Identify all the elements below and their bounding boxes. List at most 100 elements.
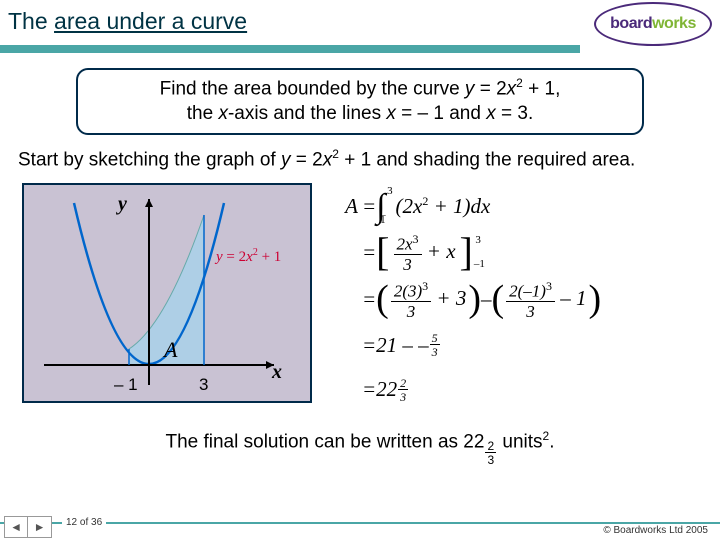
title-underlined: area under a curve: [54, 8, 247, 34]
tick-left: – 1: [114, 375, 138, 395]
eq4-sfn: 5: [430, 332, 440, 345]
equations: A = ∫3–1 (2x2 + 1)dx = 2x33 + x 3 –1 = 2…: [330, 183, 601, 416]
graph: y x y = 2x2 + 1 A – 1 3: [22, 183, 312, 403]
cl-y: y: [216, 249, 226, 265]
eq2-bracket: 2x33 + x 3 –1: [376, 232, 473, 273]
instr-sq: 2: [332, 147, 339, 161]
eq2-nsup: 3: [413, 232, 419, 246]
eq4-r1: 21 – –: [376, 326, 429, 365]
prompt-x2: x: [486, 103, 496, 124]
eq3-mnsup: 3: [546, 279, 552, 293]
logo: boardworks: [594, 2, 714, 48]
prompt-y: y: [465, 78, 475, 99]
header: The area under a curve boardworks: [0, 0, 720, 54]
page-number: 12 of 36: [62, 517, 106, 528]
prompt-eq: = 2: [474, 78, 506, 99]
eq-3: = 2(3)33 + 3 – 2(–1)33 – 1: [330, 279, 601, 320]
eq1-a: (2: [396, 194, 414, 218]
eq3-md: 3: [526, 302, 535, 320]
prompt-l1a: Find the area bounded by the curve: [160, 78, 465, 99]
row: y x y = 2x2 + 1 A – 1 3 A = ∫3–1 (2x2 + …: [22, 183, 704, 416]
next-button[interactable]: ►: [28, 517, 51, 537]
eq2-nx: x: [405, 235, 413, 254]
eq2-px: + x: [422, 239, 456, 263]
integral-icon: ∫3–1: [376, 198, 385, 215]
eq2-lo: –1: [474, 254, 485, 274]
instr-y: y: [281, 149, 291, 170]
eq1-dx: dx: [471, 194, 491, 218]
prompt-l2a: the: [187, 103, 219, 124]
eq5-sfd: 3: [400, 390, 406, 403]
footer-line: [0, 522, 720, 524]
eq3-mna: 2(–1): [509, 282, 546, 301]
prompt-l2c: = – 1 and: [396, 103, 486, 124]
prompt-x: x: [507, 78, 517, 99]
title-bar: [0, 45, 580, 53]
eq-2: = 2x33 + x 3 –1: [330, 232, 601, 273]
eq2-d: 3: [403, 255, 412, 273]
eq4-eq: =: [362, 326, 376, 365]
y-arrow: [145, 199, 153, 207]
eq1-up: 3: [387, 189, 393, 195]
eq2-na: 2: [397, 235, 406, 254]
logo-oval: boardworks: [594, 2, 712, 46]
eq1-A: A: [345, 194, 358, 218]
prompt-xaxis: x: [218, 103, 228, 124]
prompt-l2d: = 3.: [496, 103, 534, 124]
final-line: The final solution can be written as 222…: [16, 429, 704, 465]
eq-5: = 2223: [330, 370, 601, 409]
eq3-plus: + 3: [431, 286, 466, 310]
eq3-na: 2(3): [394, 282, 422, 301]
instr-x: x: [323, 149, 333, 170]
final-c: .: [549, 432, 554, 453]
eq-4: = 21 – – 53: [330, 326, 601, 365]
cl-d: + 1: [258, 249, 281, 265]
logo-text-a: board: [610, 15, 652, 33]
final-a: The final solution can be written as 22: [165, 432, 484, 453]
graph-svg: [24, 185, 310, 401]
tick-right: 3: [199, 375, 208, 395]
eq1-x: x: [413, 194, 422, 218]
y-label: y: [118, 193, 127, 216]
footer: ◄ ► 12 of 36 © Boardworks Ltd 2005: [0, 516, 720, 540]
title-prefix: The: [8, 8, 54, 34]
eq5-r2: 22: [376, 370, 397, 409]
content: Find the area bounded by the curve y = 2…: [0, 54, 720, 466]
instr-c: + 1 and shading the required area.: [339, 149, 635, 170]
prompt-sq: 2: [516, 76, 523, 90]
eq3-p1: 2(3)33 + 3: [376, 279, 481, 320]
copyright: © Boardworks Ltd 2005: [599, 525, 712, 536]
eq5-sfn: 2: [398, 377, 408, 390]
final-sfn: 2: [485, 440, 496, 453]
logo-text-b: works: [652, 15, 696, 33]
prompt-box: Find the area bounded by the curve y = 2…: [76, 68, 644, 135]
eq-1: A = ∫3–1 (2x2 + 1)dx: [330, 187, 601, 226]
final-sfd: 3: [487, 453, 494, 466]
prompt-end: + 1,: [523, 78, 561, 99]
eq1-eq: =: [362, 187, 376, 226]
eq4-sfd: 3: [432, 345, 438, 358]
eq3-eq: =: [362, 280, 376, 319]
cl-x: x: [246, 249, 253, 265]
prev-button[interactable]: ◄: [5, 517, 28, 537]
eq1-lo: –1: [380, 213, 386, 224]
eq2-up: 3: [475, 230, 481, 250]
eq5-eq: =: [362, 370, 376, 409]
nav-box: ◄ ►: [4, 516, 52, 538]
cl-b: = 2: [226, 249, 246, 265]
eq3-mplus: – 1: [555, 286, 587, 310]
instr-b: = 2: [291, 149, 323, 170]
eq3-p2: 2(–1)33 – 1: [491, 279, 601, 320]
final-b: units: [497, 432, 542, 453]
curve-label: y = 2x2 + 1: [216, 247, 281, 266]
instruction: Start by sketching the graph of y = 2x2 …: [18, 147, 702, 173]
eq2-eq: =: [362, 233, 376, 272]
eq3-minus: –: [481, 280, 492, 319]
instr-a: Start by sketching the graph of: [18, 149, 281, 170]
eq3-nsup: 3: [422, 279, 428, 293]
prompt-l2b: -axis and the lines: [228, 103, 386, 124]
x-label: x: [272, 361, 282, 384]
eq3-d: 3: [407, 302, 416, 320]
area-label: A: [164, 337, 177, 363]
prompt-x1: x: [386, 103, 396, 124]
